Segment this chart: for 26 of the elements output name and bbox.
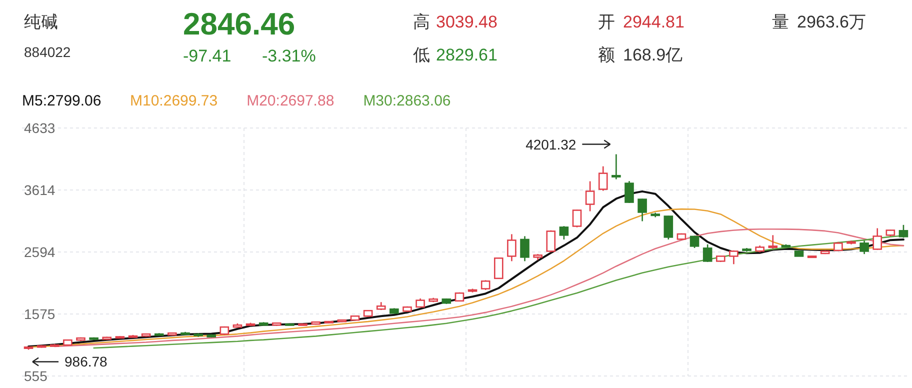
- y-tick-label: 555: [24, 368, 48, 384]
- text: 2944.81: [623, 12, 684, 32]
- text: 量: [772, 12, 789, 32]
- text: 2829.61: [436, 46, 498, 64]
- text: -97.41: [183, 46, 232, 66]
- text: M30:2863.06: [363, 92, 451, 110]
- text: M20:2697.88: [246, 92, 334, 110]
- y-tick-label: 4633: [24, 120, 56, 136]
- text: -3.31%: [262, 46, 316, 66]
- text: 3039.48: [436, 12, 498, 32]
- y-tick-label: 1575: [24, 306, 56, 322]
- text: 开: [598, 12, 615, 32]
- chart-subtitle: 884022: [24, 44, 71, 60]
- text: 高: [413, 12, 430, 32]
- chart-title: 纯碱: [24, 12, 58, 32]
- text: 2963.6万: [797, 12, 866, 32]
- text: M10:2699.73: [130, 92, 218, 110]
- y-tick-label: 2594: [24, 244, 56, 260]
- annotation: 986.78: [64, 354, 108, 370]
- text: M5:2799.06: [22, 92, 102, 110]
- y-tick-label: 3614: [24, 182, 56, 198]
- text: 额: [598, 46, 615, 64]
- annotation: 4201.32: [526, 136, 576, 152]
- text: 2846.46: [183, 6, 296, 42]
- text: 低: [413, 46, 430, 64]
- text: 168.9亿: [623, 46, 683, 64]
